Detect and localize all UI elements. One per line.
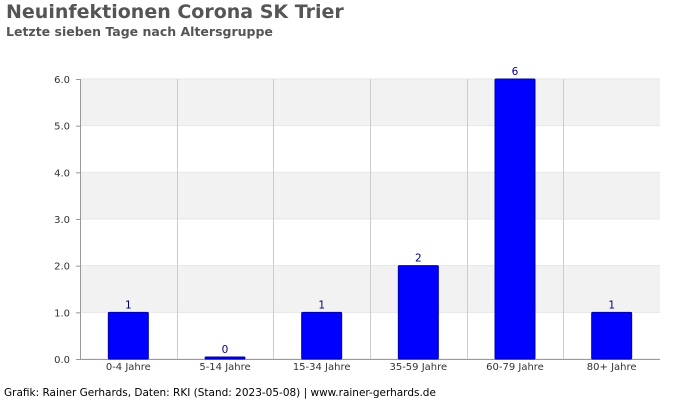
y-tick-label: 6.0 [54, 75, 70, 86]
chart-subtitle: Letzte sieben Tage nach Altersgruppe [6, 24, 273, 39]
x-tick-label: 15-34 Jahre [293, 362, 351, 373]
y-tick-label: 5.0 [54, 122, 70, 133]
x-tick-label: 80+ Jahre [587, 362, 637, 373]
y-tick-label: 1.0 [54, 308, 70, 319]
x-tick-label: 35-59 Jahre [389, 362, 447, 373]
vertical-gridlines [177, 79, 564, 359]
x-tick-label: 0-4 Jahre [106, 362, 151, 373]
y-tick-label: 3.0 [54, 215, 70, 226]
value-labels: 1 0 1 2 6 1 [125, 66, 615, 356]
x-tick-label: 60-79 Jahre [486, 362, 544, 373]
footer-credit: Grafik: Rainer Gerhards, Daten: RKI (Sta… [4, 387, 436, 399]
y-tick-label: 2.0 [54, 262, 70, 273]
axes [80, 79, 660, 360]
value-label: 1 [125, 299, 132, 311]
bar [301, 311, 343, 360]
bar [204, 356, 246, 360]
bar [397, 265, 439, 360]
y-tick-label: 0.0 [54, 355, 70, 366]
value-label: 6 [512, 66, 519, 78]
y-axis-ticks: 0.0 1.0 2.0 3.0 4.0 5.0 6.0 [54, 75, 80, 366]
value-label: 2 [415, 253, 422, 265]
y-tick-label: 4.0 [54, 168, 70, 179]
value-label: 1 [318, 299, 325, 311]
bar [107, 311, 149, 360]
x-tick-label: 5-14 Jahre [199, 362, 250, 373]
value-label: 1 [608, 299, 615, 311]
bar [591, 311, 633, 360]
bar [494, 78, 536, 360]
chart-title: Neuinfektionen Corona SK Trier [6, 1, 344, 23]
bars [107, 78, 633, 360]
x-axis-ticks: 0-4 Jahre 5-14 Jahre 15-34 Jahre 35-59 Jahr… [106, 362, 637, 373]
value-label: 0 [222, 344, 229, 356]
